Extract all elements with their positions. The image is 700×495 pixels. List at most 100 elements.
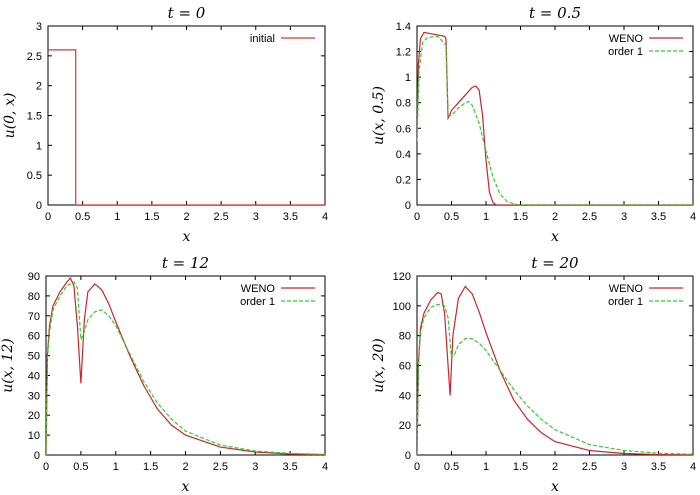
- y-tick-label: 2: [36, 81, 42, 93]
- y-tick-label: 40: [399, 390, 411, 402]
- x-tick-label: 4: [690, 211, 696, 223]
- y-axis-label: u(x, 0.5): [371, 86, 387, 145]
- y-tick-label: 80: [399, 331, 411, 343]
- y-tick-label: 60: [28, 331, 40, 343]
- x-tick-label: 2: [552, 461, 558, 473]
- plot-frame: [416, 275, 694, 456]
- x-tick-label: 1.5: [144, 211, 159, 223]
- y-tick-label: 1: [36, 140, 42, 152]
- x-tick-label: 3: [621, 211, 627, 223]
- x-axis-label: x: [551, 479, 559, 495]
- x-tick-label: 1.5: [513, 461, 528, 473]
- y-axis-label: u(x, 12): [0, 338, 16, 393]
- legend-label: WENO: [609, 33, 644, 45]
- y-tick-label: 0.2: [396, 174, 411, 186]
- y-tick-label: 0: [34, 450, 40, 462]
- x-axis-label: x: [551, 229, 559, 245]
- x-tick-label: 2.5: [582, 461, 597, 473]
- x-tick-label: 3: [253, 211, 259, 223]
- x-tick-label: 3.5: [651, 211, 666, 223]
- x-tick-label: 4: [690, 461, 696, 473]
- x-tick-label: 1: [114, 211, 120, 223]
- x-tick-label: 1.5: [513, 211, 528, 223]
- series-line-order-1: [417, 35, 693, 205]
- legend-label: order 1: [608, 46, 643, 58]
- y-tick-label: 40: [28, 370, 40, 382]
- x-tick-label: 3.5: [282, 461, 297, 473]
- chart-panel-1: 0 0.5 1 1.5 2 2.5 3 3.5 4 0 0.5 1 1.5 2 2.5 3 t = 0 x u(0,…: [2, 4, 328, 245]
- x-tick-label: 2: [552, 211, 558, 223]
- y-tick-label: 30: [28, 390, 40, 402]
- x-tick-label: 2: [182, 461, 188, 473]
- x-tick-label: 1: [113, 461, 119, 473]
- y-tick-label: 70: [28, 311, 40, 323]
- y-tick-label: 0: [405, 450, 411, 462]
- x-tick-label: 3.5: [283, 211, 298, 223]
- y-tick-label: 1.5: [27, 111, 42, 123]
- x-axis-label: x: [183, 229, 191, 245]
- y-tick-label: 0: [405, 200, 411, 212]
- y-tick-label: 120: [393, 271, 411, 283]
- x-tick-label: 0: [45, 211, 51, 223]
- x-axis-label: x: [182, 479, 190, 495]
- y-tick-label: 20: [28, 410, 40, 422]
- x-tick-label: 2.5: [582, 211, 597, 223]
- y-tick-label: 1.2: [396, 47, 411, 59]
- x-tick-label: 1: [483, 211, 489, 223]
- y-axis-label: u(0, x): [2, 93, 18, 139]
- y-tick-label: 0.5: [27, 170, 42, 182]
- legend-label: WENO: [241, 283, 276, 295]
- x-tick-label: 2: [183, 211, 189, 223]
- series-line-weno: [417, 31, 693, 205]
- y-tick-label: 100: [393, 301, 411, 313]
- y-tick-label: 2.5: [27, 51, 42, 63]
- plot-frame: [47, 25, 326, 206]
- y-tick-label: 80: [28, 291, 40, 303]
- x-tick-label: 0: [414, 211, 420, 223]
- x-tick-label: 0: [43, 461, 49, 473]
- legend-label: WENO: [609, 283, 644, 295]
- y-tick-label: 0.6: [396, 123, 411, 135]
- chart-title: t = 0: [168, 4, 206, 22]
- x-tick-label: 0.5: [73, 461, 88, 473]
- series-line-initial: [48, 49, 325, 205]
- chart-title: t = 0.5: [529, 4, 581, 22]
- y-tick-label: 50: [28, 351, 40, 363]
- series-line-order-1: [46, 281, 325, 455]
- x-tick-label: 0: [414, 461, 420, 473]
- x-tick-label: 4: [322, 211, 328, 223]
- series-line-weno: [46, 276, 325, 455]
- x-tick-label: 1.5: [143, 461, 158, 473]
- x-tick-label: 0.5: [444, 211, 459, 223]
- x-tick-label: 0.5: [75, 211, 90, 223]
- plot-frame: [416, 25, 694, 206]
- y-tick-label: 60: [399, 361, 411, 373]
- y-tick-label: 1: [405, 72, 411, 84]
- x-tick-label: 1: [483, 461, 489, 473]
- x-tick-label: 3: [252, 461, 258, 473]
- y-tick-label: 1.4: [396, 21, 411, 33]
- x-tick-label: 2.5: [213, 211, 228, 223]
- chart-title: t = 20: [531, 254, 579, 272]
- y-tick-label: 90: [28, 271, 40, 283]
- x-tick-label: 3.5: [651, 461, 666, 473]
- chart-title: t = 12: [162, 254, 209, 272]
- x-tick-label: 4: [322, 461, 328, 473]
- y-axis-label: u(x, 20): [371, 338, 387, 393]
- legend-label: order 1: [608, 296, 643, 308]
- x-tick-label: 0.5: [444, 461, 459, 473]
- legend-label: initial: [250, 33, 275, 45]
- y-tick-label: 10: [28, 430, 40, 442]
- chart-panel-2: 0 0.5 1 1.5 2 2.5 3 3.5 4 0 0.2 0.4 0.6 0.8 1 1.2 1.4 t =…: [371, 4, 696, 245]
- y-tick-label: 3: [36, 21, 42, 33]
- y-tick-label: 20: [399, 420, 411, 432]
- y-tick-label: 0: [36, 200, 42, 212]
- legend-label: order 1: [240, 296, 275, 308]
- series-line-weno: [417, 285, 693, 455]
- series-line-order-1: [417, 303, 693, 455]
- y-tick-label: 0.4: [396, 149, 411, 161]
- x-tick-label: 2.5: [213, 461, 228, 473]
